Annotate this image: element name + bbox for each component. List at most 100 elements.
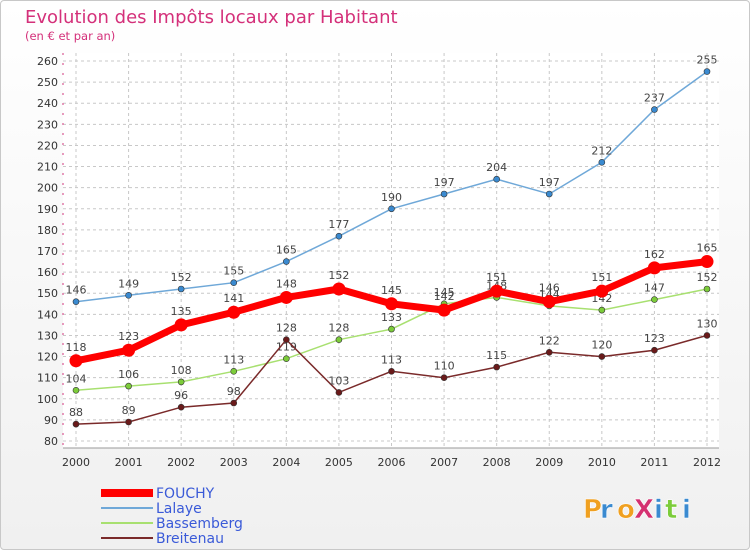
data-label: 113 xyxy=(381,353,402,366)
data-point xyxy=(283,336,290,343)
data-label: 142 xyxy=(434,290,455,303)
data-point xyxy=(177,378,185,386)
data-point xyxy=(125,418,132,426)
legend-label-lalaye: Lalaye xyxy=(156,501,202,517)
data-point xyxy=(545,349,553,356)
y-tick-label: 180 xyxy=(37,224,58,237)
data-point xyxy=(72,298,80,305)
data-label: 128 xyxy=(276,322,297,335)
series-lalaye: 146 149 152 155 165 177 190 197 204 197 212 237 255 xyxy=(66,54,718,305)
data-label: 119 xyxy=(276,341,297,354)
x-tick-label: 2001 xyxy=(115,456,143,469)
y-tick-label: 200 xyxy=(37,182,58,195)
x-tick-label: 2010 xyxy=(588,456,616,469)
data-point xyxy=(651,296,658,303)
data-point xyxy=(72,420,80,428)
data-label: 118 xyxy=(66,341,87,354)
data-label: 165 xyxy=(697,242,718,255)
data-point xyxy=(598,306,606,314)
series-layer: 146 149 152 1551651771901972041972122372551… xyxy=(66,54,718,428)
y-tick-label: 190 xyxy=(37,203,58,216)
data-point xyxy=(651,346,658,354)
data-point xyxy=(388,325,395,333)
y-tick-label: 130 xyxy=(37,329,58,342)
y-tick-label: 170 xyxy=(37,245,58,258)
data-point xyxy=(177,403,185,411)
data-label: 96 xyxy=(174,389,188,402)
data-point xyxy=(335,389,343,396)
data-point xyxy=(125,382,132,390)
data-point xyxy=(703,285,711,293)
y-tick-label: 120 xyxy=(37,351,58,364)
x-tick-label: 2012 xyxy=(693,456,721,469)
data-point xyxy=(700,255,714,269)
data-label: 151 xyxy=(591,271,612,284)
data-point xyxy=(440,190,448,198)
data-point xyxy=(72,387,80,394)
data-label: 110 xyxy=(434,360,455,373)
data-point xyxy=(177,285,185,293)
data-point xyxy=(647,261,661,275)
data-point xyxy=(437,303,451,317)
data-label: 130 xyxy=(697,317,718,330)
series-breitenau: 88 89 96 98 128 103 113 110 115 122 120 123 130 xyxy=(69,317,718,428)
data-point xyxy=(230,399,238,407)
x-tick-label: 2008 xyxy=(483,456,511,469)
data-label: 122 xyxy=(539,334,560,347)
data-label: 98 xyxy=(227,385,241,398)
y-tick-label: 230 xyxy=(37,118,58,131)
x-tick-label: 2004 xyxy=(272,456,300,469)
data-label: 155 xyxy=(223,265,244,278)
data-point xyxy=(122,343,136,357)
data-label: 165 xyxy=(276,244,297,257)
data-label: 212 xyxy=(591,144,612,157)
logo-letter: r xyxy=(600,495,613,525)
data-label: 152 xyxy=(697,271,718,284)
data-point xyxy=(230,368,238,375)
data-label: 108 xyxy=(171,364,192,377)
data-label: 88 xyxy=(69,406,83,419)
data-point xyxy=(598,353,606,360)
data-label: 147 xyxy=(644,282,665,295)
data-label: 177 xyxy=(328,218,349,231)
data-point xyxy=(595,284,609,298)
data-point xyxy=(388,205,395,213)
data-point xyxy=(493,363,500,371)
data-point xyxy=(388,368,395,375)
x-tick-label: 2009 xyxy=(535,456,563,469)
data-point xyxy=(385,297,398,311)
data-point xyxy=(490,284,504,298)
x-tick-label: 2000 xyxy=(62,456,90,469)
data-label: 104 xyxy=(66,372,87,385)
data-label: 106 xyxy=(118,368,139,381)
data-label: 120 xyxy=(591,339,612,352)
x-tick-label: 2003 xyxy=(220,456,248,469)
data-label: 146 xyxy=(66,284,87,297)
legend-label-breitenau: Breitenau xyxy=(156,531,224,547)
data-label: 146 xyxy=(539,282,560,295)
logo-letter: i xyxy=(682,495,691,525)
data-point xyxy=(703,68,711,75)
data-point xyxy=(335,336,343,343)
data-label: 255 xyxy=(697,54,718,67)
data-point xyxy=(230,279,238,286)
data-label: 123 xyxy=(644,332,665,345)
data-label: 141 xyxy=(223,292,244,305)
data-point xyxy=(69,354,83,368)
data-point xyxy=(335,232,343,240)
data-point xyxy=(283,258,290,265)
data-point xyxy=(651,106,658,113)
data-label: 151 xyxy=(486,271,507,284)
data-label: 128 xyxy=(328,322,349,335)
y-tick-label: 220 xyxy=(37,139,58,152)
data-point xyxy=(283,355,290,362)
logo-letter: i xyxy=(654,495,663,525)
data-point xyxy=(332,282,346,296)
data-point xyxy=(598,159,606,166)
x-tick-label: 2007 xyxy=(430,456,458,469)
data-point xyxy=(279,290,293,304)
data-label: 237 xyxy=(644,92,665,105)
